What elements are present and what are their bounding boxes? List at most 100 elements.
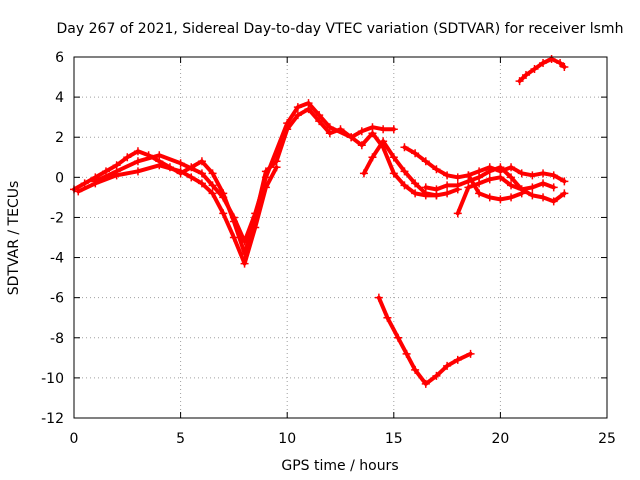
data-point (374, 293, 383, 302)
data-point (475, 189, 484, 198)
data-point (402, 349, 411, 358)
y-tick-label: 6 (55, 50, 64, 66)
data-point (556, 59, 565, 68)
data-point (197, 157, 206, 166)
data-point (453, 181, 462, 190)
data-point (155, 161, 164, 170)
data-point (539, 179, 548, 188)
y-tick-label: -4 (50, 251, 64, 267)
data-point (400, 167, 409, 176)
data-point (187, 173, 196, 182)
data-point (453, 355, 462, 364)
data-point (389, 153, 398, 162)
data-point (219, 209, 228, 218)
data-point (475, 179, 484, 188)
data-point (485, 175, 494, 184)
data-point (133, 147, 142, 156)
data-point (453, 173, 462, 182)
data-point (379, 125, 388, 134)
x-tick-label: 0 (70, 431, 79, 447)
data-point (453, 209, 462, 218)
data-point (208, 169, 217, 178)
data-point (197, 179, 206, 188)
data-point (389, 169, 398, 178)
data-point (379, 137, 388, 146)
y-axis-label: SDTVAR / TECUs (6, 181, 22, 296)
data-point (521, 71, 530, 80)
data-point (240, 237, 249, 246)
data-point (293, 111, 302, 120)
tick-layer: 0 5 10 15 20 25 -12 -10 -8 -6 -4 -2 0 2 4 6 (41, 50, 616, 447)
x-tick-label: 15 (385, 431, 403, 447)
data-point (261, 173, 270, 182)
series-trace-9 (376, 295, 473, 386)
data-point (74, 187, 83, 196)
data-point (359, 169, 368, 178)
data-point (283, 119, 292, 128)
series-trace-3 (93, 101, 396, 244)
data-point (411, 189, 420, 198)
data-point (133, 157, 142, 166)
data-point (528, 191, 537, 200)
data-point (389, 125, 398, 134)
data-point (347, 133, 356, 142)
x-axis-label: GPS time / hours (281, 458, 398, 474)
data-point (383, 313, 392, 322)
data-point (496, 173, 505, 182)
y-tick-label: 0 (55, 170, 64, 186)
chart-title: Day 267 of 2021, Sidereal Day-to-day VTE… (57, 21, 624, 37)
data-point (421, 379, 430, 388)
data-point (229, 233, 238, 242)
data-point (368, 123, 377, 132)
x-tick-label: 25 (598, 431, 616, 447)
data-point (229, 213, 238, 222)
data-point (432, 371, 441, 380)
data-point (240, 259, 249, 268)
data-point (549, 171, 558, 180)
data-point (176, 159, 185, 168)
data-point (133, 167, 142, 176)
data-point (208, 189, 217, 198)
data-point (91, 177, 100, 186)
series-trace-5 (402, 145, 567, 184)
data-point (528, 171, 537, 180)
data-point (464, 183, 473, 192)
data-point (443, 361, 452, 370)
y-tick-label: 2 (55, 130, 64, 146)
data-point (411, 365, 420, 374)
data-point (539, 59, 548, 68)
x-tick-label: 10 (278, 431, 296, 447)
y-tick-label: -12 (41, 411, 64, 427)
x-tick-label: 5 (176, 431, 185, 447)
data-point (443, 189, 452, 198)
y-tick-label: -8 (50, 331, 64, 347)
data-point (517, 189, 526, 198)
data-point (411, 149, 420, 158)
data-point (411, 179, 420, 188)
plot-frame (73, 56, 608, 419)
data-point (466, 349, 475, 358)
data-point (485, 167, 494, 176)
series-trace-4 (362, 139, 439, 198)
data-point (325, 123, 334, 132)
data-point (176, 167, 185, 176)
data-point (443, 181, 452, 190)
data-point (80, 179, 89, 188)
data-point (549, 197, 558, 206)
y-tick-label: -10 (41, 371, 64, 387)
data-point (112, 167, 121, 176)
data-point (272, 163, 281, 172)
data-point (251, 223, 260, 232)
data-point (368, 153, 377, 162)
data-point (315, 111, 324, 120)
data-point (485, 193, 494, 202)
data-point (507, 163, 516, 172)
x-tick-label: 20 (491, 431, 509, 447)
data-point (539, 169, 548, 178)
data-point (394, 333, 403, 342)
grid-layer (74, 57, 607, 418)
data-point (443, 171, 452, 180)
data-point (208, 181, 217, 190)
data-point (515, 77, 524, 86)
